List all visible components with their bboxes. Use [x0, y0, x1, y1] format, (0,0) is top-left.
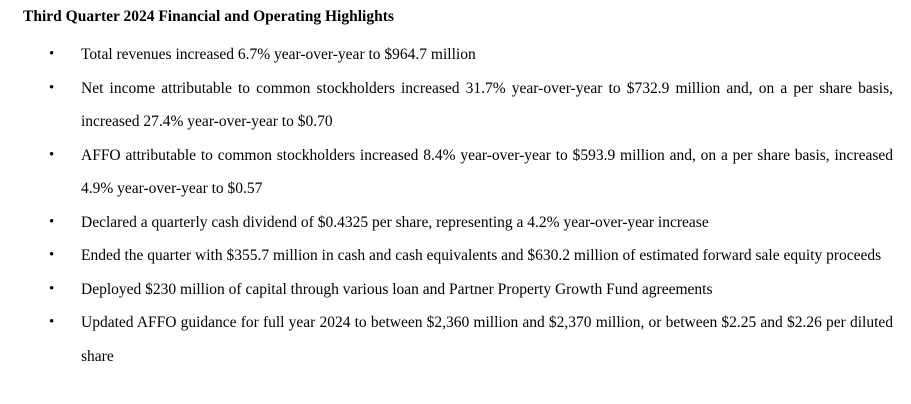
bullet-marker: • [49, 46, 55, 62]
highlight-item: • Total revenues increased 6.7% year-ove… [0, 38, 911, 72]
highlight-item: • Ended the quarter with $355.7 million … [0, 239, 911, 273]
highlight-item: • Declared a quarterly cash dividend of … [0, 206, 911, 240]
highlight-text: Ended the quarter with $355.7 million in… [81, 247, 882, 264]
highlight-text: Total revenues increased 6.7% year-over-… [81, 46, 476, 63]
highlight-text: Updated AFFO guidance for full year 2024… [81, 314, 893, 365]
highlight-item: • Deployed $230 million of capital throu… [0, 273, 911, 307]
bullet-marker: • [49, 79, 55, 96]
highlight-item: • Net income attributable to common stoc… [0, 72, 911, 139]
bullet-marker: • [49, 280, 55, 297]
section-heading: Third Quarter 2024 Financial and Operati… [23, 8, 394, 25]
bullet-marker: • [49, 314, 55, 330]
highlight-text: Net income attributable to common stockh… [81, 79, 893, 131]
bullet-marker: • [49, 213, 55, 230]
bullet-marker: • [49, 247, 55, 263]
bullet-marker: • [49, 146, 55, 163]
highlight-item: • Updated AFFO guidance for full year 20… [0, 306, 911, 373]
highlight-text: AFFO attributable to common stockholders… [81, 146, 893, 198]
highlights-list: • Total revenues increased 6.7% year-ove… [0, 38, 911, 373]
highlight-text: Deployed $230 million of capital through… [81, 280, 713, 298]
highlight-item: • AFFO attributable to common stockholde… [0, 139, 911, 206]
highlight-text: Declared a quarterly cash dividend of $0… [81, 213, 709, 231]
